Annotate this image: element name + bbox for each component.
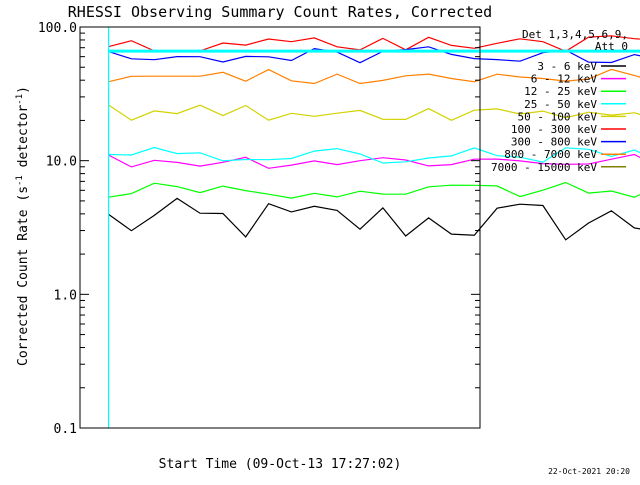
axes: 17:3017:4518:0018:1518:3018:4519:00100.0… [38, 21, 481, 437]
y-tick-label: 1.0 [54, 288, 77, 303]
y-axis-label-end: ) [16, 86, 31, 94]
legend-label-7: 300 - 800 keV [511, 136, 597, 149]
date-stamp: 22-Oct-2021 20:20 [548, 467, 630, 476]
legend-label-4: 25 - 50 keV [524, 98, 597, 111]
y-tick-label: 100.0 [38, 21, 77, 36]
plot-frame [79, 26, 481, 429]
annotations [107, 27, 640, 428]
y-axis-label-sup2: -1 [15, 94, 25, 105]
legend-header-line-1: Det 1,3,4,5,6,9, [522, 28, 628, 41]
legend-label-9: 7000 - 15000 keV [491, 161, 597, 174]
legend-label-6: 100 - 300 keV [511, 123, 597, 136]
chart-title: RHESSI Observing Summary Count Rates, Co… [68, 3, 492, 21]
legend-label-1: 3 - 6 keV [537, 60, 597, 73]
x-axis-label: Start Time (09-Oct-13 17:27:02) [159, 457, 402, 472]
y-axis-label-mid: detector [16, 105, 31, 176]
legend-label-5: 50 - 100 keV [518, 110, 598, 123]
y-tick-label: 0.1 [54, 422, 77, 437]
plot-area [107, 27, 640, 428]
y-axis-label: Corrected Count Rate (s-1 detector-1) [15, 86, 31, 366]
y-axis-label-main: Corrected Count Rate (s [16, 186, 31, 366]
y-tick-label: 10.0 [46, 155, 77, 170]
legend-label-2: 6 - 12 keV [531, 73, 598, 86]
legend-label-3: 12 - 25 keV [524, 85, 597, 98]
y-axis-label-sup1: -1 [15, 175, 25, 186]
legend-header-line-2: Att 0 [595, 40, 628, 53]
legend-label-8: 800 - 7000 keV [504, 148, 597, 161]
